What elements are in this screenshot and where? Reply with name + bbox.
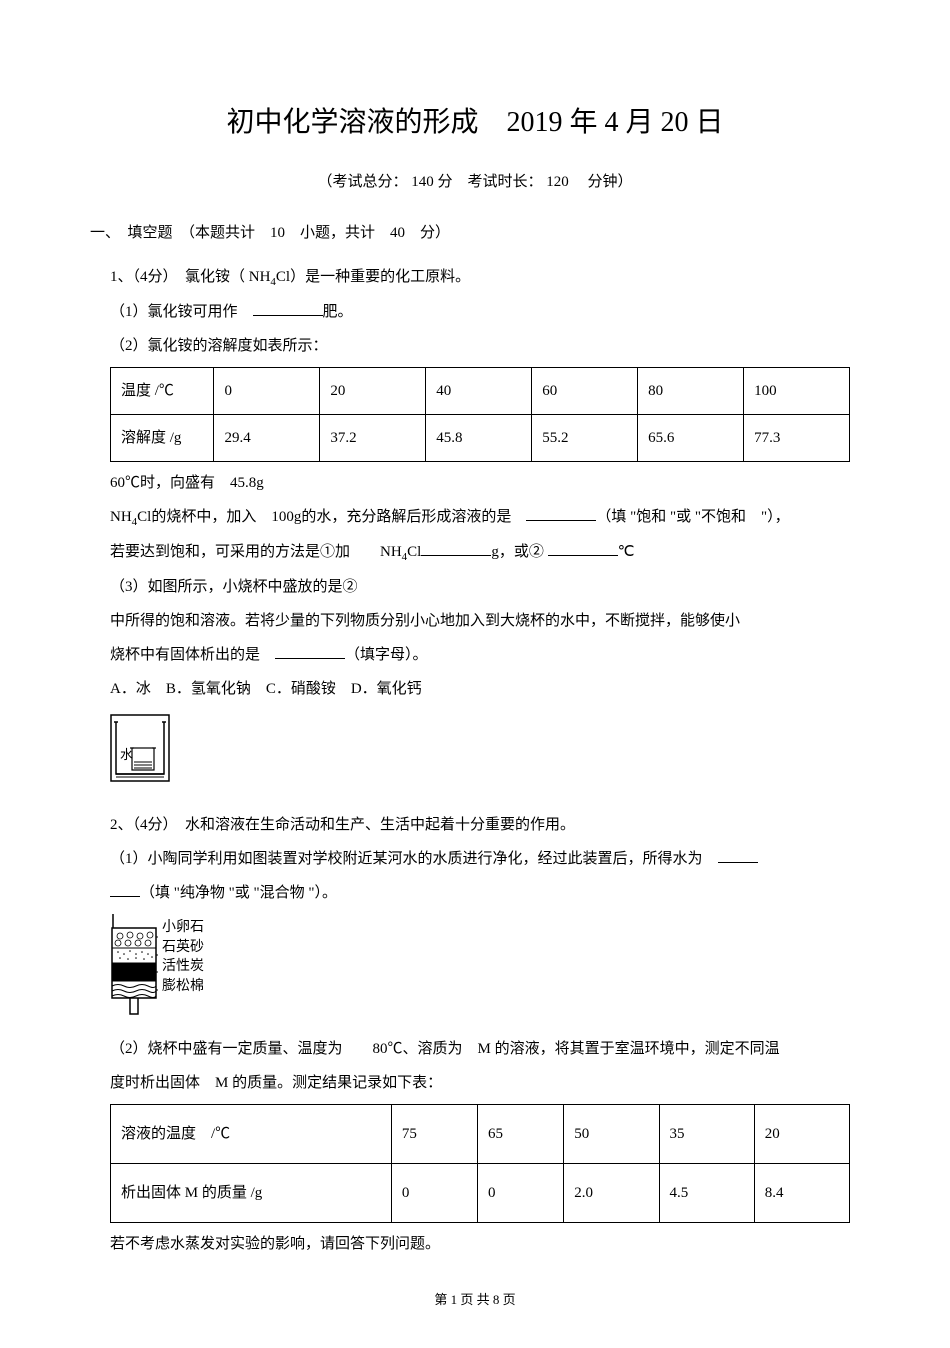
cell: 8.4 [754, 1164, 849, 1223]
blank-letter[interactable] [275, 645, 345, 659]
q2-p1: （1）小陶同学利用如图装置对学校附近某河水的水质进行净化，经过此装置后，所得水为 [110, 851, 718, 867]
blank-saturation[interactable] [526, 507, 596, 521]
q2-p2: （填 "纯净物 "或 "混合物 "）。 [140, 885, 337, 901]
q1-head-a: 1、（4分） 氯化铵（ NH [110, 269, 270, 285]
q1-head-b: Cl）是一种重要的化工原料。 [276, 269, 470, 285]
cell: 20 [754, 1105, 849, 1164]
cell: 80 [638, 368, 744, 415]
blank-water-type-cont[interactable] [110, 883, 140, 897]
cell: 温度 /℃ [111, 368, 214, 415]
q1-p1a: （1）氯化铵可用作 [110, 304, 253, 320]
q1-p5c: g，或② [491, 544, 547, 560]
q1-p1b: 肥。 [323, 304, 353, 320]
q1-p8b: （填字母）。 [345, 647, 428, 663]
cell: 60 [532, 368, 638, 415]
filter-diagram: 小卵石 石英砂 活性炭 膨松棉 [110, 914, 850, 1024]
q1-p4a: NH [110, 509, 132, 525]
blank-fertilizer[interactable] [253, 302, 323, 316]
cell: 100 [744, 368, 850, 415]
cell: 溶解度 /g [111, 415, 214, 462]
q1-p5b: Cl [407, 544, 421, 560]
total-score: 140 [411, 174, 434, 190]
page: 初中化学溶液的形成 2019 年 4 月 20 日 （考试总分： 140 分 考… [0, 0, 950, 1348]
cell: 45.8 [426, 415, 532, 462]
cell: 75 [391, 1105, 477, 1164]
cell: 65 [478, 1105, 564, 1164]
subtitle-suffix: 分钟） [573, 174, 633, 190]
crystallization-table: 溶液的温度 /℃ 75 65 50 35 20 析出固体 M 的质量 /g 0 … [110, 1104, 850, 1223]
cell: 4.5 [659, 1164, 754, 1223]
filter-label: 膨松棉 [162, 977, 204, 997]
cell: 35 [659, 1105, 754, 1164]
cell: 55.2 [532, 415, 638, 462]
q2-p5: 若不考虑水蒸发对实验的影响，请回答下列问题。 [110, 1229, 850, 1259]
blank-mass[interactable] [421, 542, 491, 556]
q1-p5a: 若要达到饱和，可采用的方法是①加 NH [110, 544, 402, 560]
page-title: 初中化学溶液的形成 2019 年 4 月 20 日 [80, 100, 870, 140]
filter-label: 活性炭 [162, 957, 204, 977]
cell: 65.6 [638, 415, 744, 462]
table-row: 溶液的温度 /℃ 75 65 50 35 20 [111, 1105, 850, 1164]
q1-p5d: ℃ [618, 544, 635, 560]
question-1: 1、（4分） 氯化铵（ NH4Cl）是一种重要的化工原料。 （1）氯化铵可用作 … [110, 262, 850, 800]
subtitle-prefix: （考试总分： [317, 174, 407, 190]
cell: 0 [214, 368, 320, 415]
water-label: 水 [120, 747, 133, 762]
table-row: 析出固体 M 的质量 /g 0 0 2.0 4.5 8.4 [111, 1164, 850, 1223]
cell: 37.2 [320, 415, 426, 462]
exam-duration: 120 [546, 174, 569, 190]
cell: 29.4 [214, 415, 320, 462]
q1-p3: 60℃时，向盛有 45.8g [110, 468, 850, 498]
question-2: 2、（4分） 水和溶液在生命活动和生产、生活中起着十分重要的作用。 （1）小陶同… [110, 810, 850, 1259]
table-row: 温度 /℃ 0 20 40 60 80 100 [111, 368, 850, 415]
cell: 析出固体 M 的质量 /g [111, 1164, 392, 1223]
filter-label: 小卵石 [162, 918, 204, 938]
cell: 0 [478, 1164, 564, 1223]
cell: 2.0 [564, 1164, 659, 1223]
exam-info: （考试总分： 140 分 考试时长： 120 分钟） [80, 170, 870, 191]
q1-p4b: Cl的烧杯中，加入 100g的水，充分路解后形成溶液的是 [137, 509, 526, 525]
q1-p4c: （填 "饱和 "或 "不饱和 "）， [596, 509, 789, 525]
section-header: 一、 填空题 （本题共计 10 小题，共计 40 分） [90, 221, 870, 242]
solubility-table: 温度 /℃ 0 20 40 60 80 100 溶解度 /g 29.4 37.2… [110, 367, 850, 462]
page-footer: 第 1 页 共 8 页 [80, 1289, 870, 1308]
table-row: 溶解度 /g 29.4 37.2 45.8 55.2 65.6 77.3 [111, 415, 850, 462]
subtitle-mid: 分 考试时长： [437, 174, 542, 190]
cell: 77.3 [744, 415, 850, 462]
q2-p3: （2）烧杯中盛有一定质量、温度为 80℃、溶质为 M 的溶液，将其置于室温环境中… [110, 1034, 850, 1064]
cell: 50 [564, 1105, 659, 1164]
cell: 溶液的温度 /℃ [111, 1105, 392, 1164]
blank-temp[interactable] [548, 542, 618, 556]
q1-p6: （3）如图所示，小烧杯中盛放的是② [110, 572, 850, 602]
cell: 0 [391, 1164, 477, 1223]
filter-labels: 小卵石 石英砂 活性炭 膨松棉 [162, 918, 204, 996]
q2-head: 2、（4分） 水和溶液在生命活动和生产、生活中起着十分重要的作用。 [110, 810, 850, 840]
cell: 20 [320, 368, 426, 415]
q1-options: A．冰 B．氢氧化钠 C．硝酸铵 D．氧化钙 [110, 674, 850, 704]
q2-p4: 度时析出固体 M 的质量。测定结果记录如下表： [110, 1068, 850, 1098]
blank-water-type[interactable] [718, 849, 758, 863]
q1-p7: 中所得的饱和溶液。若将少量的下列物质分别小心地加入到大烧杯的水中，不断搅拌，能够… [110, 606, 850, 636]
filter-label: 石英砂 [162, 938, 204, 958]
cell: 40 [426, 368, 532, 415]
q1-p8a: 烧杯中有固体析出的是 [110, 647, 275, 663]
q1-p2: （2）氯化铵的溶解度如表所示： [110, 331, 850, 361]
beaker-icon: 水 [110, 714, 850, 800]
